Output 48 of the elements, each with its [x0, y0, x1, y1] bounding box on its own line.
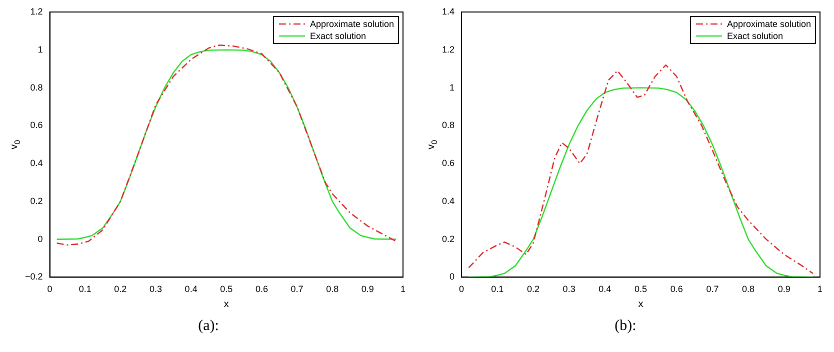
x-tick-label: 0.7	[290, 284, 304, 294]
x-tick-label: 0	[47, 284, 52, 294]
x-tick-label: 0.4	[184, 284, 198, 294]
y-tick-label: 1	[449, 82, 455, 92]
x-axis-title: x	[638, 298, 644, 310]
x-tick-label: 1	[817, 284, 823, 294]
y-tick-label: 0.8	[442, 120, 455, 130]
x-tick-label: 0	[459, 284, 464, 294]
y-tick-label: 1.2	[442, 44, 455, 54]
x-tick-label: 0.9	[778, 284, 790, 294]
y-tick-label: 1.4	[442, 6, 455, 16]
y-tick-label: 0.6	[442, 158, 455, 168]
x-tick-label: 0.6	[255, 284, 268, 294]
y-tick-label: 1.2	[30, 6, 43, 16]
x-tick-label: 0.5	[634, 284, 648, 294]
x-tick-label: 0.3	[562, 284, 576, 294]
text: (b):	[614, 318, 638, 335]
y-tick-label: 0.8	[30, 82, 43, 92]
x-tick-label: 0.1	[78, 284, 92, 294]
y-axis-title: v0	[426, 139, 440, 150]
x-tick-label: 0.8	[326, 284, 339, 294]
y-tick-label: 0.6	[30, 120, 43, 130]
legend-label: Approximate solution	[310, 18, 394, 30]
x-tick-label: 0.8	[742, 284, 755, 294]
x-tick-label: 0.1	[491, 284, 504, 294]
x-tick-label: 0.5	[220, 284, 233, 294]
x-tick-label: 0.7	[706, 284, 719, 294]
y-tick-label: 1	[38, 44, 43, 54]
y-tick-label: 0	[449, 272, 455, 282]
x-tick-label: 0.2	[526, 284, 540, 294]
x-tick-label: 0.4	[598, 284, 612, 294]
y-tick-label: 0.4	[30, 158, 43, 168]
y-tick-label: 0.2	[442, 234, 455, 244]
x-axis-title: x	[224, 298, 229, 310]
x-tick-label: 0.3	[149, 284, 162, 294]
text: (a):	[197, 318, 220, 335]
y-tick-label: 0.2	[30, 196, 43, 206]
x-tick-label: 0.2	[114, 284, 127, 294]
x-tick-label: 0.6	[670, 284, 683, 294]
y-tick-label: 0.4	[442, 196, 455, 206]
y-tick-label: 0	[38, 234, 43, 244]
y-tick-label: −0.2	[24, 272, 43, 282]
legend-label: Exact solution	[310, 30, 366, 42]
legend-label: Exact solution	[726, 30, 783, 42]
x-tick-label: 1	[400, 284, 406, 294]
y-axis-title: v0	[8, 139, 22, 150]
x-tick-label: 0.9	[361, 284, 374, 294]
legend-label: Approximate solution	[726, 18, 811, 30]
